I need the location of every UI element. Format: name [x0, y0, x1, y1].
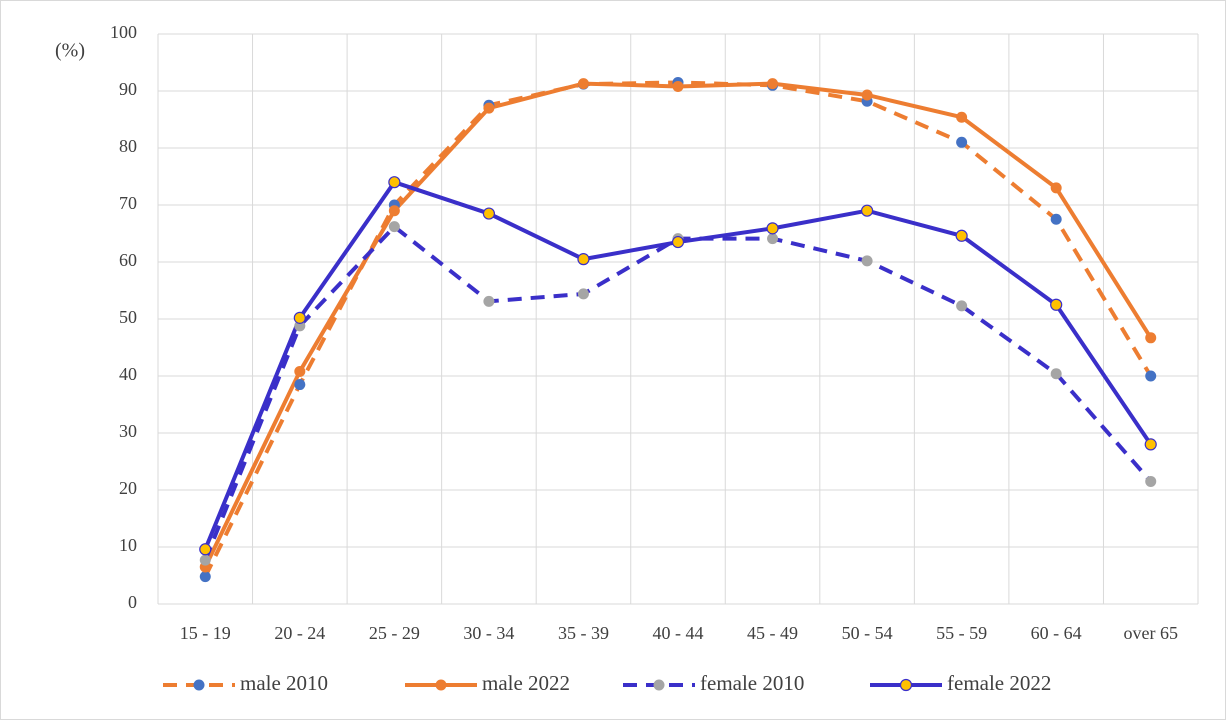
data-point	[577, 253, 590, 266]
data-point	[861, 89, 873, 101]
x-tick-label: 25 - 29	[369, 623, 420, 643]
x-tick-label: 40 - 44	[653, 623, 704, 643]
data-point	[483, 102, 495, 114]
data-point	[956, 300, 968, 312]
data-point	[293, 311, 306, 324]
legend-marker	[193, 679, 205, 691]
y-tick-label: 20	[119, 478, 137, 498]
x-tick-label: 20 - 24	[274, 623, 325, 643]
data-point	[1050, 368, 1062, 380]
y-tick-label: 10	[119, 535, 137, 555]
data-point	[1050, 213, 1062, 225]
data-point	[577, 78, 589, 90]
data-point	[956, 111, 968, 123]
data-point	[199, 571, 211, 583]
y-tick-label: 50	[119, 307, 137, 327]
data-point	[1144, 438, 1157, 451]
y-tick-label: 90	[119, 79, 137, 99]
data-point	[1050, 298, 1063, 311]
x-tick-label: 50 - 54	[842, 623, 893, 643]
data-point	[955, 229, 968, 242]
data-point	[388, 176, 401, 189]
legend-marker	[653, 679, 665, 691]
y-tick-label: 60	[119, 250, 137, 270]
data-point	[199, 554, 211, 566]
data-point	[767, 78, 779, 90]
data-point	[294, 379, 306, 391]
data-point	[483, 295, 495, 307]
data-point	[1145, 475, 1157, 487]
data-point	[294, 365, 306, 377]
legend-label: male 2010	[240, 671, 328, 695]
legend-marker	[435, 679, 447, 691]
y-tick-label: 70	[119, 193, 137, 213]
legend-label: female 2022	[947, 671, 1051, 695]
data-point	[767, 233, 779, 245]
data-point	[671, 235, 685, 249]
data-point	[577, 288, 589, 300]
y-tick-label: 30	[119, 421, 137, 441]
x-tick-label: 30 - 34	[463, 623, 514, 643]
data-point	[388, 221, 400, 233]
y-tick-label: 100	[110, 22, 137, 42]
data-point	[388, 205, 400, 217]
data-point	[861, 255, 873, 267]
data-point	[1145, 370, 1157, 382]
data-point	[672, 80, 684, 92]
x-tick-label: 15 - 19	[180, 623, 231, 643]
data-point	[1050, 182, 1062, 194]
x-tick-label: 60 - 64	[1031, 623, 1082, 643]
x-tick-label: 35 - 39	[558, 623, 609, 643]
x-tick-label: 55 - 59	[936, 623, 987, 643]
data-point	[199, 543, 212, 556]
y-tick-label: 40	[119, 364, 137, 384]
x-tick-label: over 65	[1123, 623, 1177, 643]
y-tick-label: 0	[128, 592, 137, 612]
legend-label: female 2010	[700, 671, 804, 695]
legend-marker	[899, 678, 913, 692]
x-tick-label: 45 - 49	[747, 623, 798, 643]
y-axis-label: (%)	[55, 40, 85, 62]
data-point	[766, 222, 779, 235]
y-tick-label: 80	[119, 136, 137, 156]
legend-label: male 2022	[482, 671, 570, 695]
data-point	[956, 136, 968, 148]
data-point	[860, 204, 874, 217]
data-point	[482, 207, 496, 220]
data-point	[1145, 332, 1157, 344]
